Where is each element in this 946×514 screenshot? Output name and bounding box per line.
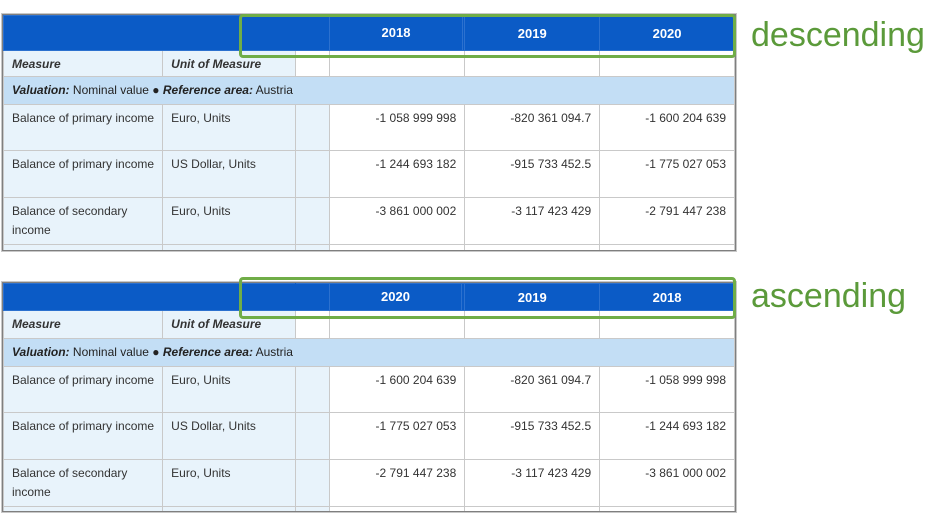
value-cell: -3 117 423 429	[464, 459, 601, 507]
unit-cell: Euro, Units	[162, 104, 296, 151]
group-header: Valuation: Nominal value ● Reference are…	[3, 76, 735, 105]
table-row: Balance of primary income US Dollar, Uni…	[3, 150, 735, 198]
value-cell: -1 600 204 639	[599, 104, 735, 151]
table-row: Balance of secondary income Euro, Units …	[3, 197, 735, 245]
valuation-value: Nominal value	[72, 345, 149, 359]
year-header[interactable]: 2018	[599, 283, 735, 311]
unit-column-header: Unit of Measure	[162, 310, 296, 339]
order-label: descending	[751, 16, 925, 54]
value-cell: -2 791 447 238	[599, 197, 735, 245]
separator-dot: ●	[152, 345, 160, 359]
value-cell: -1 058 999 998	[329, 104, 466, 151]
reference-area-value: Austria	[255, 83, 293, 97]
unit-cell: Euro, Units	[162, 459, 296, 507]
order-label: ascending	[751, 277, 907, 315]
value-cell: -1 775 027 053	[599, 150, 735, 198]
value-cell: -3 861 000 002	[329, 197, 466, 245]
value-cell: -820 361 094.7	[464, 366, 601, 413]
unit-cell: Euro, Units	[162, 366, 296, 413]
unit-cell: US Dollar, Units	[162, 412, 296, 460]
value-cell: -1 600 204 639	[329, 366, 466, 413]
valuation-label: Valuation:	[12, 83, 70, 97]
separator-dot: ●	[152, 83, 160, 97]
data-table-ascending: Time period 2019 2018 Measure Unit of Me…	[2, 282, 736, 512]
time-period-highlight	[239, 14, 736, 58]
table-row: Balance of primary income Euro, Units -1…	[3, 104, 735, 151]
measure-cell: Balance of secondary income	[3, 197, 164, 245]
reference-area-label: Reference area:	[162, 345, 253, 359]
measure-cell: Balance of primary income	[3, 150, 164, 198]
valuation-value: Nominal value	[72, 83, 149, 97]
value-cell: -1 244 693 182	[329, 150, 466, 198]
measure-cell: Balance of primary income	[3, 366, 164, 413]
time-period-highlight	[239, 277, 736, 319]
year-header[interactable]: 2019	[464, 283, 601, 311]
year-header[interactable]: 2018	[329, 16, 463, 50]
value-cell: -2 791 447 238	[329, 459, 466, 507]
group-header: Valuation: Nominal value ● Reference are…	[3, 338, 735, 367]
measure-cell: Balance of primary income	[3, 104, 164, 151]
table-row: Balance of primary income Euro, Units -1…	[3, 366, 735, 413]
value-cell: -3 861 000 002	[599, 459, 735, 507]
measure-column-header: Measure	[3, 310, 164, 339]
measure-cell: Balance of primary income	[3, 412, 164, 460]
header-blank	[3, 15, 296, 51]
valuation-label: Valuation:	[12, 345, 70, 359]
data-table-descending: Time period 2019 2020 Measure Unit of Me…	[2, 14, 736, 251]
table-row: Balance of primary income US Dollar, Uni…	[3, 412, 735, 460]
unit-cell: Euro, Units	[162, 197, 296, 245]
year-header[interactable]: 2020	[329, 284, 462, 310]
value-cell: -915 733 452.5	[464, 150, 601, 198]
value-cell: -3 117 423 429	[464, 197, 601, 245]
measure-column-header: Measure	[3, 50, 164, 77]
reference-area-value: Austria	[255, 345, 293, 359]
value-cell: -1 244 693 182	[599, 412, 735, 460]
unit-cell: US Dollar, Units	[162, 150, 296, 198]
value-cell: -1 058 999 998	[599, 366, 735, 413]
value-cell: -915 733 452.5	[464, 412, 601, 460]
unit-column-header: Unit of Measure	[162, 50, 296, 77]
measure-cell: Balance of secondary income	[3, 459, 164, 507]
value-cell: -820 361 094.7	[464, 104, 601, 151]
reference-area-label: Reference area:	[162, 83, 253, 97]
value-cell: -1 775 027 053	[329, 412, 466, 460]
table-row: Balance of secondary income Euro, Units …	[3, 459, 735, 507]
